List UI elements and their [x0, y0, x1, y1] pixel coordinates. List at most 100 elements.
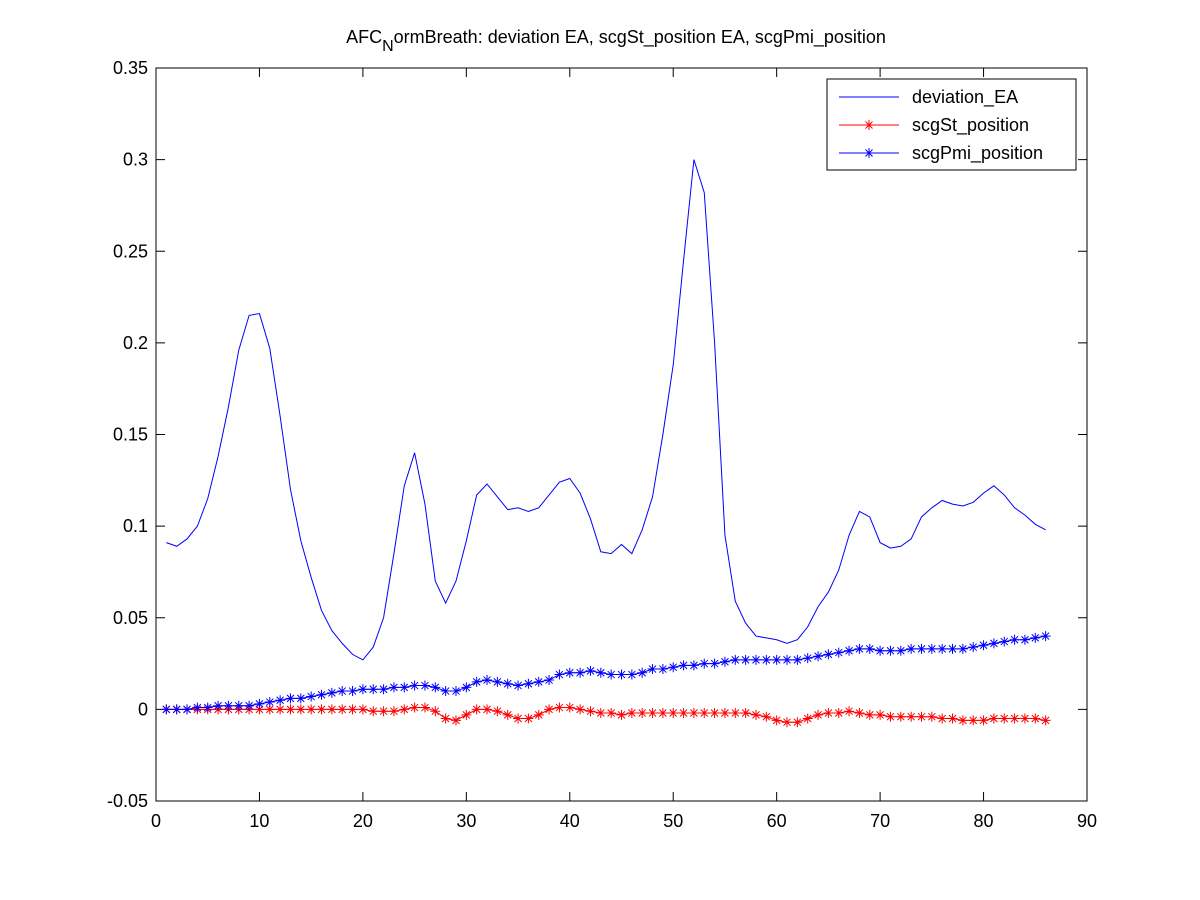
marker [750, 654, 761, 665]
marker [606, 708, 617, 719]
marker [347, 704, 358, 715]
marker [885, 711, 896, 722]
marker [564, 667, 575, 678]
legend: deviation_EA scgSt_position scgPmi_positio… [826, 78, 1077, 171]
marker [885, 645, 896, 656]
marker [916, 711, 927, 722]
marker [678, 708, 689, 719]
marker [792, 654, 803, 665]
marker [213, 700, 224, 711]
marker [957, 715, 968, 726]
marker [968, 642, 979, 653]
y-tick-label: 0.35 [113, 58, 148, 78]
marker [761, 711, 772, 722]
marker [254, 698, 265, 709]
marker [357, 684, 368, 695]
marker [1040, 631, 1051, 642]
marker [430, 706, 441, 717]
marker [1040, 715, 1051, 726]
marker [440, 713, 451, 724]
marker [616, 669, 627, 680]
x-tick-label: 30 [456, 811, 476, 831]
marker [978, 640, 989, 651]
marker [533, 676, 544, 687]
marker [326, 687, 337, 698]
marker [937, 713, 948, 724]
marker [492, 706, 503, 717]
marker [461, 709, 472, 720]
marker [1019, 634, 1030, 645]
marker [740, 654, 751, 665]
marker [813, 651, 824, 662]
marker [668, 708, 679, 719]
x-tick-label: 20 [353, 811, 373, 831]
marker [771, 654, 782, 665]
y-tick-label: 0.2 [123, 333, 148, 353]
y-tick-label: 0 [138, 699, 148, 719]
marker [626, 708, 637, 719]
marker [595, 708, 606, 719]
marker [709, 708, 720, 719]
marker [316, 689, 327, 700]
marker [295, 704, 306, 715]
marker [719, 708, 730, 719]
marker [595, 667, 606, 678]
marker [657, 664, 668, 675]
marker [699, 708, 710, 719]
chart-title: AFCNormBreath: deviation EA, scgSt_posit… [346, 27, 886, 55]
marker [864, 709, 875, 720]
marker [978, 715, 989, 726]
marker [440, 686, 451, 697]
y-tick-label: 0.3 [123, 150, 148, 170]
marker [326, 704, 337, 715]
marker [782, 717, 793, 728]
x-tick-label: 0 [151, 811, 161, 831]
marker [585, 665, 596, 676]
marker [823, 708, 834, 719]
marker [1030, 632, 1041, 643]
marker [419, 680, 430, 691]
marker [761, 654, 772, 665]
marker [399, 682, 410, 693]
marker [306, 704, 317, 715]
marker [275, 704, 286, 715]
y-tick-label: 0.15 [113, 425, 148, 445]
marker [368, 706, 379, 717]
marker [730, 708, 741, 719]
marker [813, 709, 824, 720]
marker [1009, 713, 1020, 724]
marker [895, 711, 906, 722]
legend-label: scgPmi_position [912, 143, 1043, 164]
marker [450, 686, 461, 697]
marker [626, 669, 637, 680]
y-tick-label: 0.05 [113, 608, 148, 628]
marker [450, 715, 461, 726]
marker [513, 680, 524, 691]
marker [192, 702, 203, 713]
marker [575, 667, 586, 678]
marker [275, 695, 286, 706]
marker [523, 678, 534, 689]
marker [906, 643, 917, 654]
marker [988, 713, 999, 724]
y-tick-label: 0.25 [113, 241, 148, 261]
x-tick-label: 70 [870, 811, 890, 831]
marker [844, 706, 855, 717]
marker [337, 704, 348, 715]
marker [771, 715, 782, 726]
marker [223, 700, 234, 711]
marker [378, 684, 389, 695]
marker [895, 645, 906, 656]
marker [244, 700, 255, 711]
marker [575, 704, 586, 715]
x-tick-label: 10 [249, 811, 269, 831]
marker [926, 711, 937, 722]
marker [999, 636, 1010, 647]
marker [544, 704, 555, 715]
marker [264, 697, 275, 708]
marker [419, 702, 430, 713]
marker [171, 704, 182, 715]
marker [709, 658, 720, 669]
